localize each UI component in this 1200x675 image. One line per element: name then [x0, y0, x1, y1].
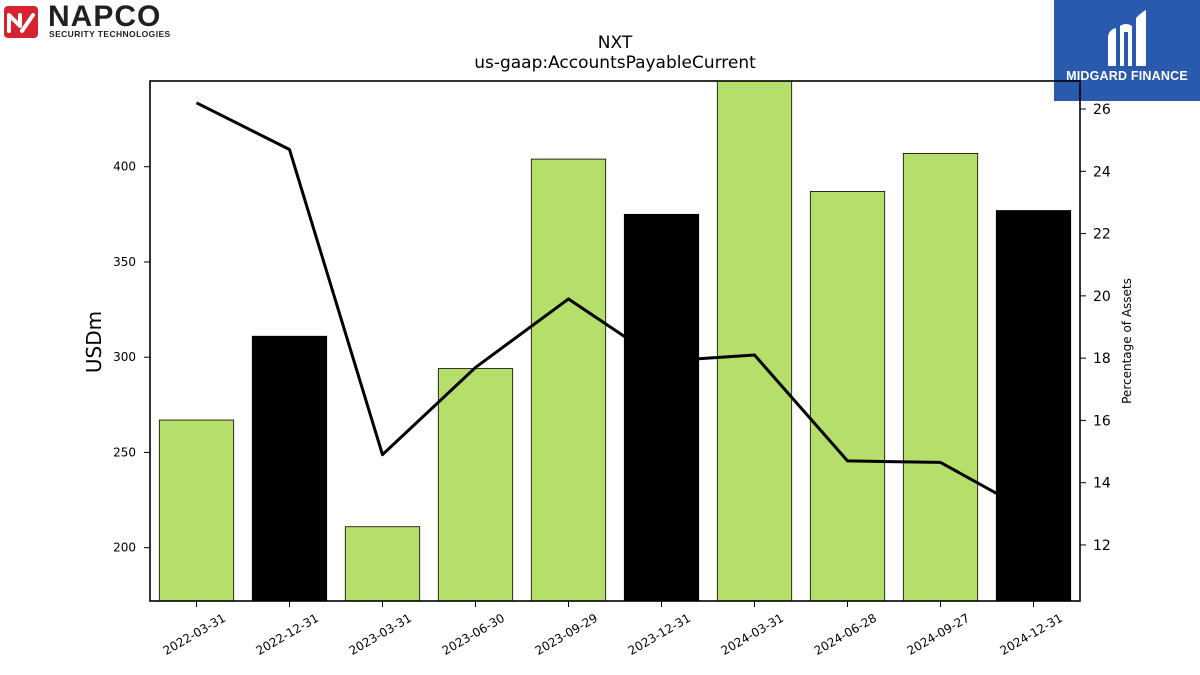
- y2-axis: 12 14 16 18 20 22 24 26: [1080, 102, 1111, 554]
- midgard-finance-logo: MIDGARD FINANCE: [1054, 0, 1200, 101]
- bar-2022-03-31: [158, 419, 235, 602]
- y-axis: 200 250 300 350 400: [113, 160, 150, 555]
- x-tick-label: 2023-12-31: [626, 611, 693, 658]
- bar-2023-12-31: [623, 213, 700, 602]
- chart-subtitle: us-gaap:AccountsPayableCurrent: [474, 53, 756, 73]
- napco-wordmark: NAPCO: [48, 0, 162, 33]
- midgard-wordmark: MIDGARD FINANCE: [1066, 69, 1188, 83]
- y2-tick-label: 18: [1093, 351, 1111, 367]
- x-axis: 2022-03-31 2022-12-31 2023-03-31 2023-06-30…: [161, 601, 1065, 658]
- y-tick-label: 300: [113, 350, 136, 364]
- plot-frame: [149, 80, 1081, 602]
- x-tick-label: 2023-09-29: [533, 611, 600, 658]
- napco-mark-icon: [4, 6, 38, 38]
- x-tick-label: 2024-09-27: [905, 611, 972, 658]
- x-tick-label: 2023-03-31: [347, 611, 414, 658]
- bar-2023-06-30: [437, 368, 514, 602]
- x-tick-label: 2022-03-31: [161, 611, 228, 658]
- y-tick-label: 350: [113, 255, 136, 269]
- bar-2024-03-31: [716, 80, 793, 602]
- y2-axis-label: Percentage of Assets: [1120, 278, 1134, 404]
- bar-2024-12-31: [995, 210, 1072, 602]
- x-tick-label: 2024-12-31: [998, 611, 1065, 658]
- y2-tick-label: 24: [1093, 164, 1111, 180]
- napco-logo: NAPCO SECURITY TECHNOLOGIES: [4, 0, 214, 40]
- bar-2024-09-27: [902, 152, 979, 602]
- midgard-mark-icon: [1108, 10, 1146, 66]
- bar-2022-12-31: [251, 335, 328, 602]
- line-series: [195, 101, 1035, 516]
- y-axis-label: USDm: [82, 311, 106, 373]
- y2-tick-label: 14: [1093, 476, 1111, 492]
- percentage-of-assets-line: [195, 101, 1035, 516]
- y2-tick-label: 26: [1093, 102, 1111, 118]
- y2-tick-label: 16: [1093, 413, 1111, 429]
- x-tick-label: 2023-06-30: [440, 611, 507, 658]
- napco-tagline: SECURITY TECHNOLOGIES: [49, 29, 171, 39]
- x-tick-label: 2024-03-31: [719, 611, 786, 658]
- y-tick-label: 400: [113, 160, 136, 174]
- y-tick-label: 200: [113, 541, 136, 555]
- y-tick-label: 250: [113, 445, 136, 459]
- x-tick-label: 2022-12-31: [254, 611, 321, 658]
- chart-title: NXT: [598, 33, 633, 53]
- bar-2023-03-31: [344, 526, 421, 602]
- y2-tick-label: 20: [1093, 289, 1111, 305]
- y2-tick-label: 12: [1093, 538, 1111, 554]
- bar-2023-09-29: [530, 158, 607, 602]
- y2-tick-label: 22: [1093, 227, 1111, 243]
- bar-series: [158, 80, 1072, 602]
- bar-2024-06-28: [809, 191, 886, 602]
- x-tick-label: 2024-06-28: [812, 611, 879, 658]
